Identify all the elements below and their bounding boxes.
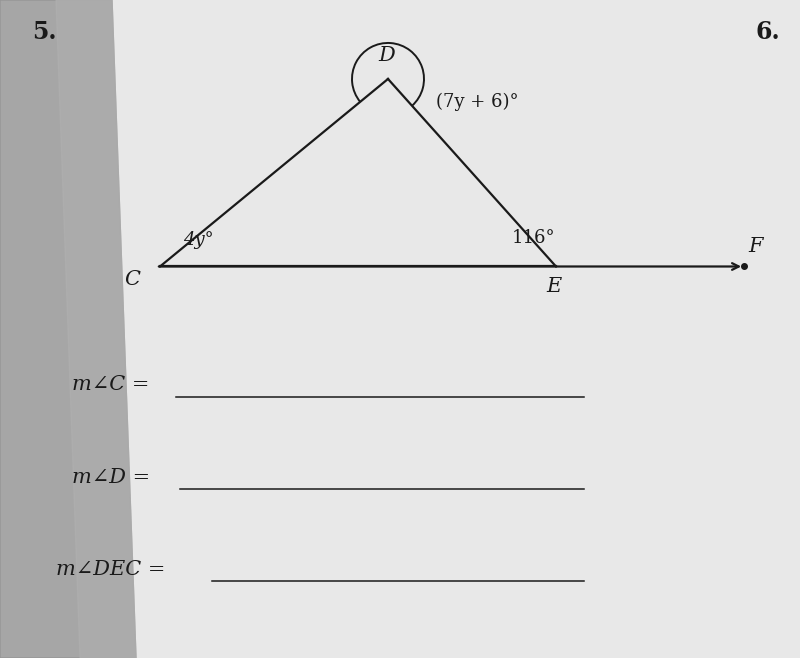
Polygon shape [56,0,136,658]
Text: m∠DEC =: m∠DEC = [56,560,166,578]
Text: F: F [749,238,763,256]
Text: m∠C =: m∠C = [72,376,150,394]
Text: 116°: 116° [512,229,556,247]
Text: 6.: 6. [755,20,780,43]
Text: (7y + 6)°: (7y + 6)° [436,93,518,111]
Text: m∠D =: m∠D = [72,468,150,486]
Text: D: D [378,47,394,65]
Text: E: E [546,277,562,295]
Text: 5.: 5. [32,20,57,43]
Text: C: C [124,270,140,289]
Text: 4y°: 4y° [183,231,214,249]
Polygon shape [0,0,136,658]
